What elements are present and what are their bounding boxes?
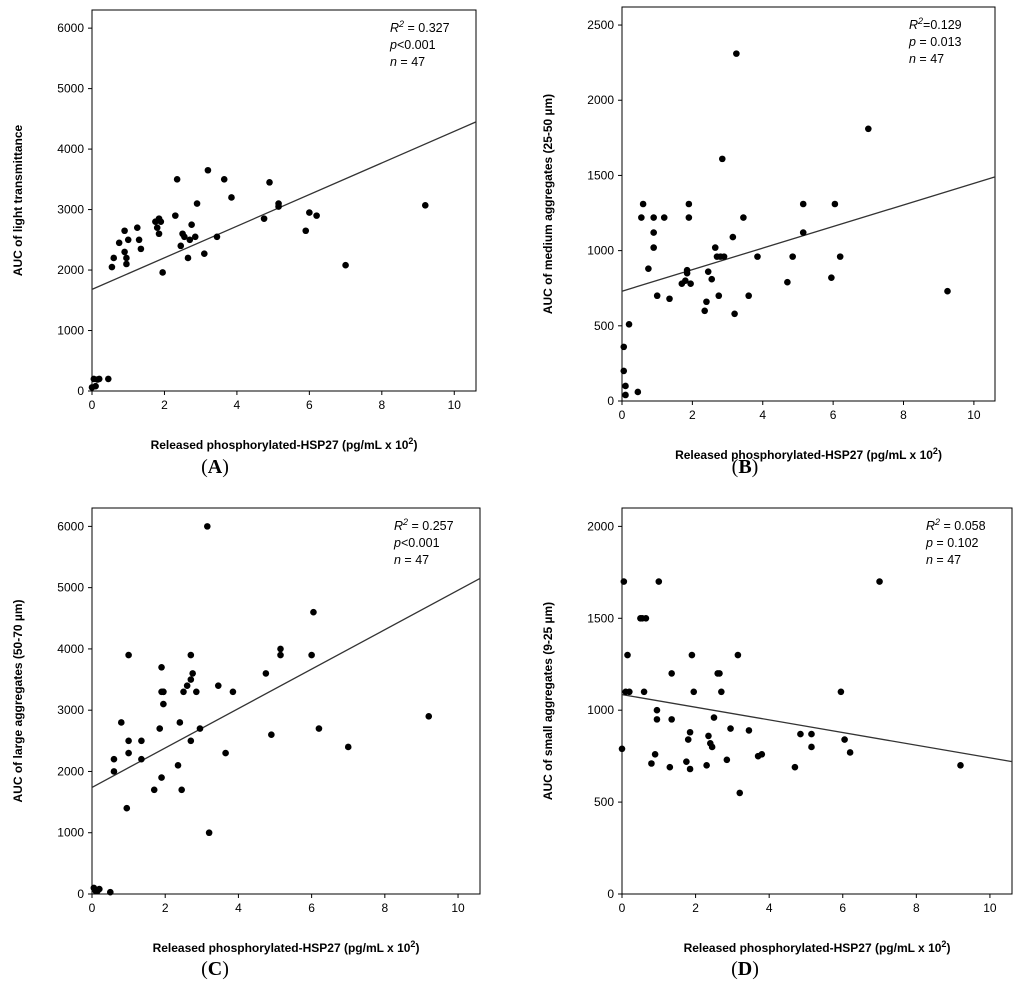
data-point <box>727 725 734 732</box>
data-point <box>837 688 845 696</box>
data-point <box>841 736 848 743</box>
data-point <box>688 651 696 659</box>
data-point <box>683 758 690 765</box>
r-squared-annotation: R2 = 0.058 <box>926 517 986 533</box>
x-tick-label: 6 <box>839 901 846 915</box>
data-point <box>791 763 799 771</box>
data-point <box>708 743 716 751</box>
data-point <box>718 688 725 696</box>
data-point <box>655 578 663 585</box>
plot-frame <box>621 507 1013 895</box>
x-tick-label: 10 <box>983 901 997 915</box>
data-point <box>686 728 694 736</box>
data-point <box>690 688 698 696</box>
data-point <box>684 736 692 743</box>
data-point <box>626 688 633 696</box>
data-point <box>686 765 694 773</box>
p-value-annotation: p = 0.102 <box>925 536 979 550</box>
panel-label-a: (A) <box>201 456 229 478</box>
data-point <box>668 716 675 723</box>
x-axis-label: Released phosphorylated-HSP27 (pg/mL x 1… <box>684 939 951 955</box>
data-point <box>846 749 854 756</box>
data-point <box>638 614 646 622</box>
data-point <box>808 743 815 751</box>
data-point <box>957 762 964 769</box>
data-point <box>758 751 766 758</box>
panel-label-b: (B) <box>731 456 759 478</box>
panel-label-c: (C) <box>201 958 229 980</box>
y-tick-label: 2000 <box>587 519 614 533</box>
data-point <box>734 651 742 659</box>
data-point <box>651 751 659 758</box>
data-point <box>723 756 731 764</box>
x-tick-label: 2 <box>692 901 699 915</box>
data-point <box>797 730 804 738</box>
n-annotation: n = 47 <box>926 553 961 567</box>
y-tick-label: 0 <box>607 887 614 901</box>
x-tick-label: 8 <box>913 901 920 915</box>
data-point <box>876 578 883 585</box>
data-point <box>714 670 721 677</box>
data-point <box>618 745 626 753</box>
data-point <box>642 614 650 622</box>
data-point <box>666 763 674 771</box>
y-tick-label: 1000 <box>587 703 614 717</box>
data-point <box>736 789 744 797</box>
x-tick-label: 0 <box>619 901 626 915</box>
y-tick-label: 500 <box>594 795 614 809</box>
data-point <box>622 688 629 696</box>
x-tick-label: 4 <box>766 901 773 915</box>
data-point <box>668 670 675 677</box>
data-point <box>710 714 718 721</box>
data-point <box>716 670 723 677</box>
data-point <box>624 651 631 659</box>
data-point <box>745 727 753 734</box>
y-tick-label: 1500 <box>587 611 614 625</box>
regression-line <box>621 693 1013 763</box>
panel-label-d: (D) <box>731 958 759 980</box>
data-point <box>754 752 762 760</box>
data-point <box>648 760 655 767</box>
data-point <box>808 730 815 738</box>
data-point <box>703 762 710 769</box>
data-point <box>653 706 661 714</box>
data-point <box>653 716 661 723</box>
data-point <box>640 688 648 696</box>
data-point <box>620 578 628 585</box>
data-point <box>707 739 714 747</box>
data-point <box>705 732 712 740</box>
y-axis-label: AUC of small aggregates (9-25 µm) <box>541 602 555 800</box>
data-point <box>637 614 644 622</box>
